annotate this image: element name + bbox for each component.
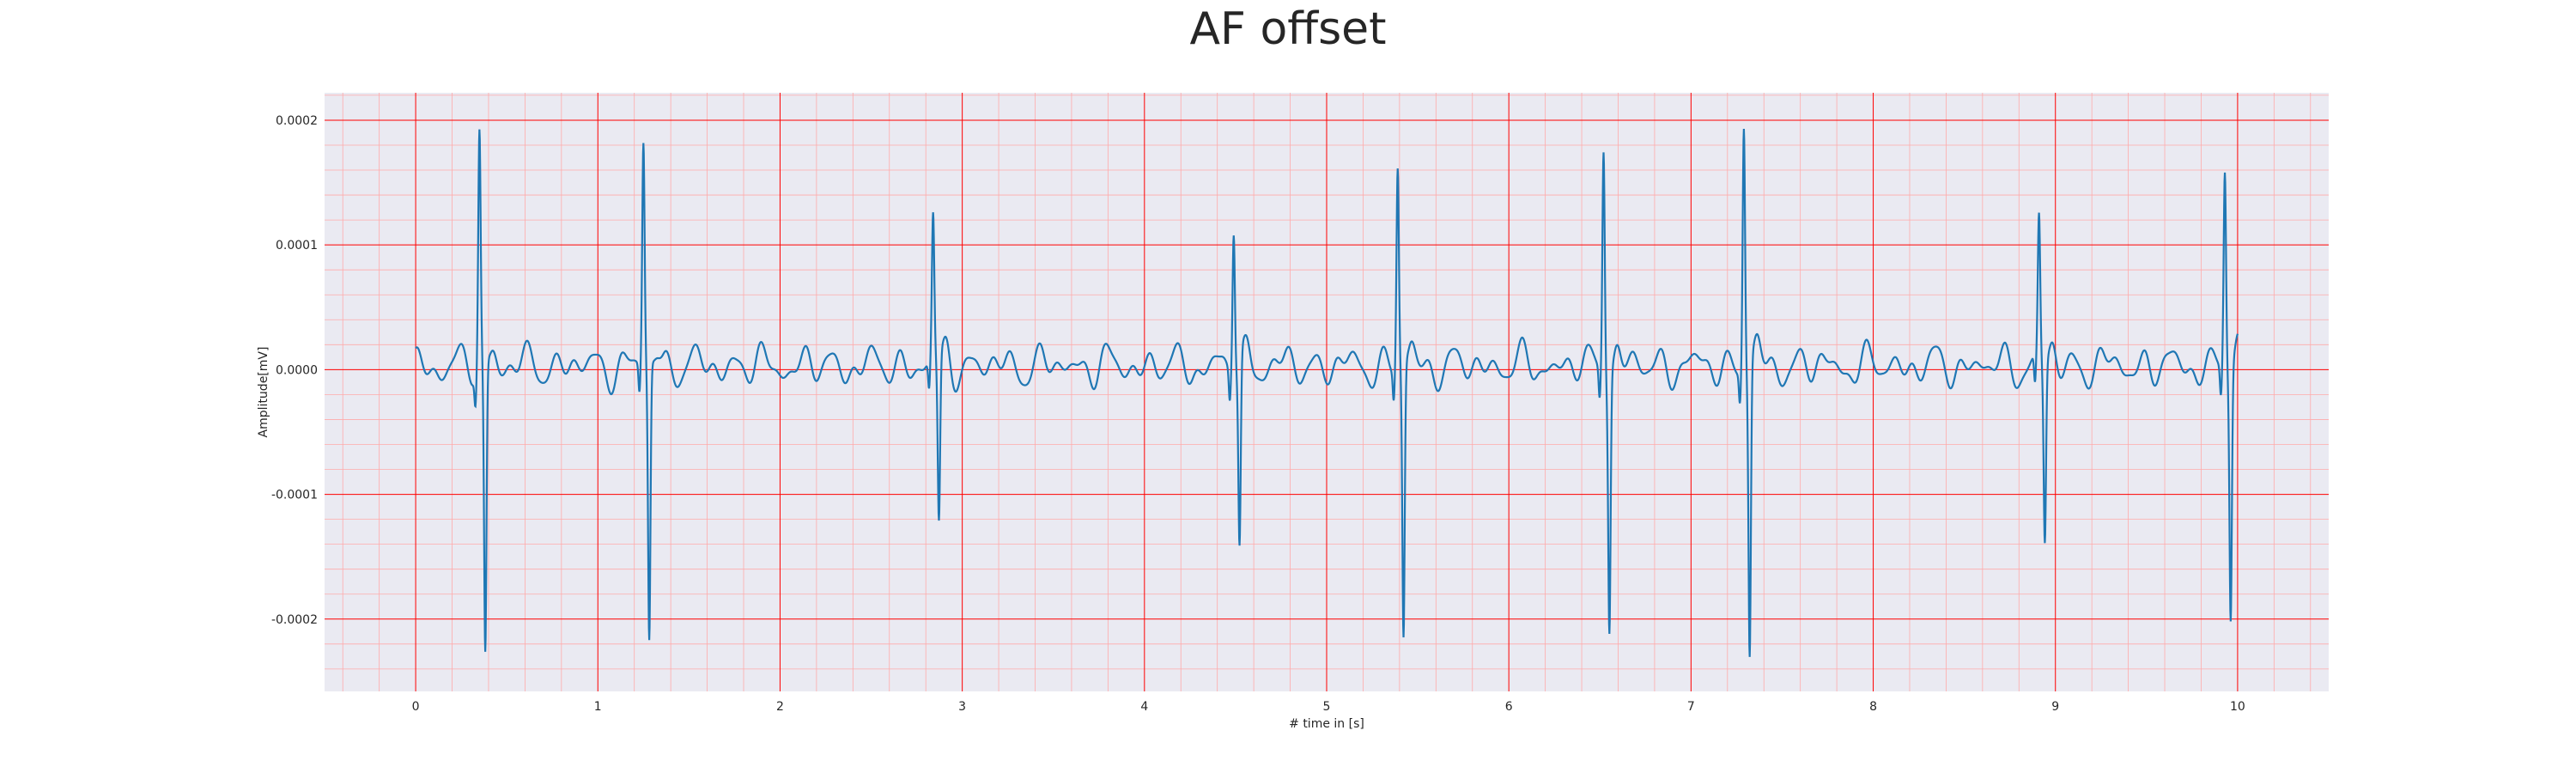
x-axis-label: # time in [s] (1289, 717, 1364, 731)
y-axis-ticks: -0.0002 -0.0001 0.0000 0.0001 0.0002 (271, 114, 318, 627)
y-tick-label: 0.0001 (276, 239, 318, 253)
x-tick-label: 2 (776, 700, 784, 714)
x-tick-label: 4 (1140, 700, 1148, 714)
ecg-signal-line (415, 129, 2239, 657)
x-tick-label: 1 (594, 700, 602, 714)
x-tick-label: 5 (1323, 700, 1331, 714)
y-axis-label: Amplitude[mV] (257, 347, 270, 438)
x-tick-label: 7 (1687, 700, 1695, 714)
x-tick-label: 9 (2051, 700, 2059, 714)
x-tick-label: 10 (2230, 700, 2245, 714)
x-axis-ticks: 0 1 2 3 4 5 6 7 8 9 10 (412, 700, 2245, 714)
y-tick-label: 0.0002 (276, 114, 318, 128)
x-tick-label: 6 (1505, 700, 1513, 714)
chart-title: AF offset (1189, 3, 1387, 55)
x-tick-label: 8 (1869, 700, 1877, 714)
y-tick-label: -0.0002 (271, 613, 318, 627)
y-tick-label: 0.0000 (276, 363, 318, 377)
x-tick-label: 3 (958, 700, 966, 714)
y-tick-label: -0.0001 (271, 489, 318, 502)
x-tick-label: 0 (412, 700, 420, 714)
